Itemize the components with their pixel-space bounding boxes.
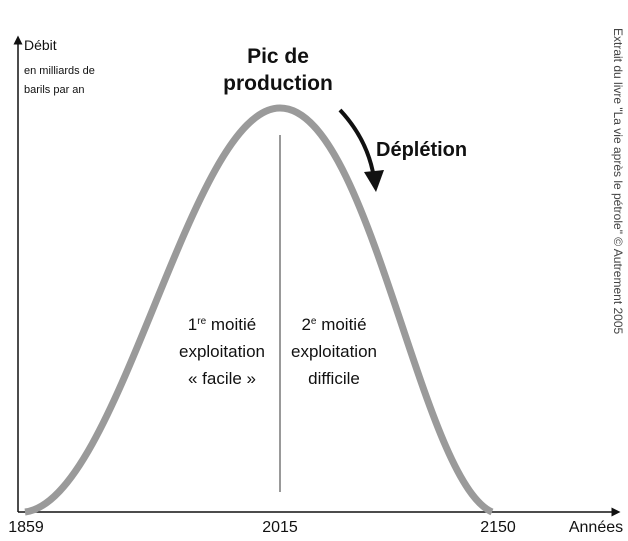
sup: e: [311, 316, 317, 327]
right-half-label: 2e moitié: [301, 315, 366, 334]
x-label: 2015: [262, 519, 298, 536]
right-half-label: difficile: [308, 369, 360, 388]
sup: re: [197, 316, 206, 327]
credit: Extrait du livre "La vie après le pétrol…: [611, 28, 625, 335]
num: 1: [188, 315, 197, 334]
peak-label: Pic de: [247, 45, 309, 68]
left-half-label: « facile »: [188, 369, 256, 388]
y-unit: en milliards de: [24, 65, 95, 77]
depletion-arrow: [338, 108, 376, 179]
left-half-label: 1re moitié: [188, 315, 256, 334]
word: moitié: [206, 315, 256, 334]
arrow-head: [364, 170, 384, 192]
production-curve: [24, 104, 494, 516]
x-title: Années: [569, 519, 623, 536]
peak-label: production: [223, 72, 333, 95]
x-label: 1859: [8, 519, 44, 536]
num: 2: [301, 315, 310, 334]
right-half-label: exploitation: [291, 342, 377, 361]
y-title: Débit: [24, 37, 57, 53]
word: moitié: [316, 315, 366, 334]
depletion-label: Déplétion: [376, 139, 467, 161]
left-half-label: exploitation: [179, 342, 265, 361]
x-label: 2150: [480, 519, 516, 536]
y-unit: barils par an: [24, 84, 85, 96]
